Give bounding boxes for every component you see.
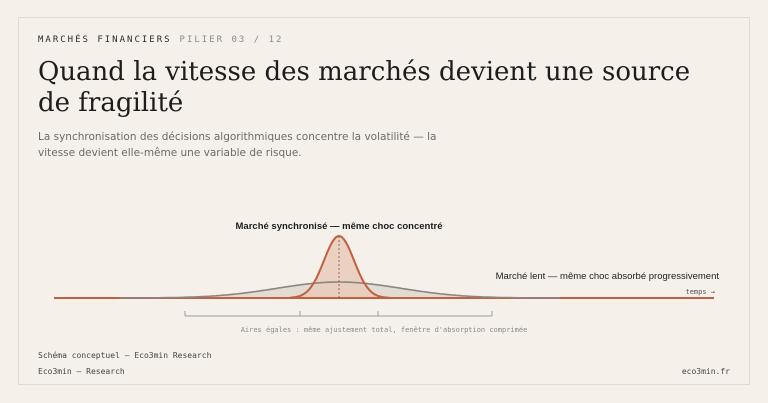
absorption-bracket bbox=[184, 311, 493, 317]
synchronized-market-label: Marché synchronisé — même choc concentré bbox=[236, 221, 443, 232]
section-label: MARCHÉS FINANCIERS bbox=[38, 35, 172, 45]
page-title: Quand la vitesse des marchés devient une… bbox=[38, 57, 691, 118]
card-frame bbox=[18, 17, 750, 385]
slow-market-label: Marché lent — même choc absorbé progress… bbox=[496, 271, 720, 282]
synchronized-market-curve bbox=[289, 235, 391, 299]
bracket-caption: Aires égales : même ajustement total, fe… bbox=[241, 326, 528, 334]
time-axis-label: temps → bbox=[685, 288, 715, 296]
page-subtitle: La synchronisation des décisions algorit… bbox=[38, 131, 437, 159]
footer-site: eco3min.fr bbox=[681, 367, 730, 376]
slow-market-curve bbox=[120, 281, 560, 299]
footer-note: Schéma conceptuel — Eco3min Research bbox=[38, 351, 212, 360]
kicker: MARCHÉS FINANCIERS PILIER 03 / 12 bbox=[38, 35, 283, 45]
pillar-label: PILIER 03 / 12 bbox=[179, 35, 284, 45]
footer-brand: Eco3min — Research bbox=[38, 367, 125, 376]
